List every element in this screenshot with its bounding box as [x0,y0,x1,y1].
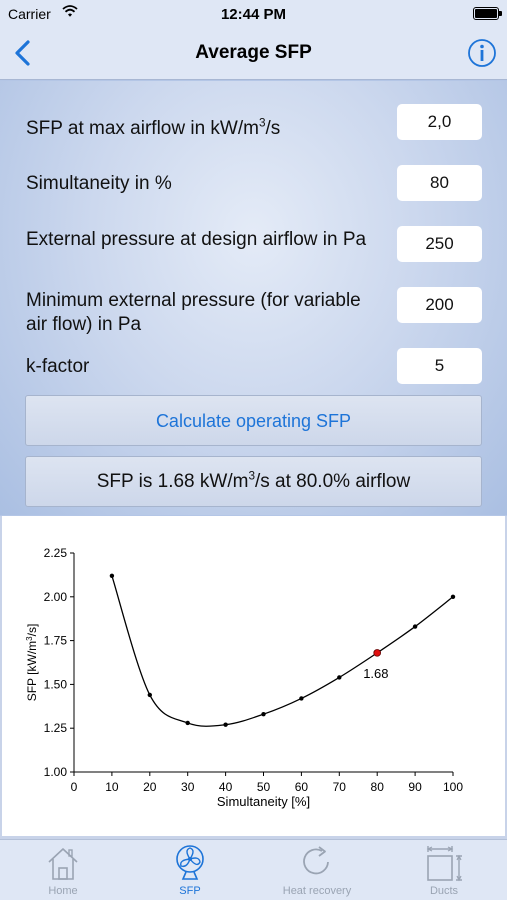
sfp-form: SFP at max airflow in kW/m3/s Simultanei… [0,81,507,515]
x-tick-label: 20 [143,780,157,794]
data-point [223,722,228,727]
tab-heat-recovery-label: Heat recovery [282,885,352,897]
data-point [109,573,115,578]
tab-sfp[interactable]: SFP [127,840,253,900]
x-tick-label: 30 [181,780,195,794]
info-icon[interactable] [467,38,497,68]
carrier-label: Carrier [8,6,51,22]
k-factor-input[interactable] [397,348,482,384]
data-point [185,720,190,726]
simultaneity-input[interactable] [397,165,482,201]
battery-icon [473,7,499,20]
field-label-min-pressure: Minimum external pressure (for variable … [26,290,361,335]
sfp-chart: 0 10 20 30 40 50 60 70 80 90 100 1.00 1.25 1.50 1.75 2.… [25,546,463,809]
data-point [261,711,266,717]
x-tick-label: 100 [443,780,463,794]
fan-icon [176,845,204,880]
result-display: SFP is 1.68 kW/m3/s at 80.0% airflow [25,456,482,507]
y-tick-label: 1.25 [44,721,68,735]
y-tick-label: 2.00 [44,590,68,604]
sfp-curve [111,575,454,727]
chart-area: 0 10 20 30 40 50 60 70 80 90 100 1.00 1.25 1.50 1.75 2.… [0,516,507,839]
x-tick-label: 50 [257,780,271,794]
data-point [412,624,418,629]
wifi-icon [62,5,78,17]
field-label-sfp-max: SFP at max airflow in kW/m3/s [26,116,281,139]
x-axis-label: Simultaneity [%] [217,794,310,809]
data-point [147,692,152,698]
battery-tip [499,11,502,16]
highlight-value-label: 1.68 [363,666,388,681]
field-label-k-factor: k-factor [26,356,90,377]
y-tick-label: 1.75 [44,634,68,648]
clock: 12:44 PM [220,6,287,23]
field-label-simultaneity: Simultaneity in % [26,173,172,194]
y-axis-label: SFP [kW/m3/s] [25,624,39,702]
highlight-point [373,649,382,657]
back-chevron-icon[interactable] [10,38,38,68]
duct-size-icon [426,846,462,882]
x-tick-label: 10 [105,780,119,794]
y-tick-label: 2.25 [44,546,68,560]
field-label-external-pressure: External pressure at design airflow in P… [26,229,367,250]
y-tick-label: 1.50 [44,677,68,691]
refresh-icon [303,846,329,875]
calculate-button[interactable]: Calculate operating SFP [25,395,482,446]
x-tick-label: 70 [333,780,347,794]
data-point [450,594,456,599]
tab-bar: Home SFP Heat recovery Ducts [0,839,507,900]
tab-home-label: Home [48,885,78,897]
tab-home[interactable]: Home [0,840,126,900]
x-tick-label: 0 [71,780,78,794]
house-icon [48,848,78,880]
tab-heat-recovery[interactable]: Heat recovery [254,840,380,900]
min-external-pressure-input[interactable] [397,287,482,323]
x-tick-label: 40 [219,780,233,794]
sfp-max-airflow-input[interactable] [397,104,482,140]
chart-card: 0 10 20 30 40 50 60 70 80 90 100 1.00 1.25 1.50 1.75 2.… [2,516,505,836]
tab-ducts[interactable]: Ducts [381,840,507,900]
data-point [299,696,304,701]
data-point [337,675,342,680]
navigation-bar: Average SFP [0,28,507,80]
x-tick-label: 80 [371,780,385,794]
status-bar: Carrier 12:44 PM [0,0,507,28]
tab-sfp-label: SFP [179,885,201,897]
y-tick-label: 1.00 [44,765,68,779]
tab-ducts-label: Ducts [429,885,459,897]
x-tick-label: 90 [408,780,422,794]
x-tick-label: 60 [295,780,309,794]
external-pressure-input[interactable] [397,226,482,262]
page-title: Average SFP [195,42,312,63]
